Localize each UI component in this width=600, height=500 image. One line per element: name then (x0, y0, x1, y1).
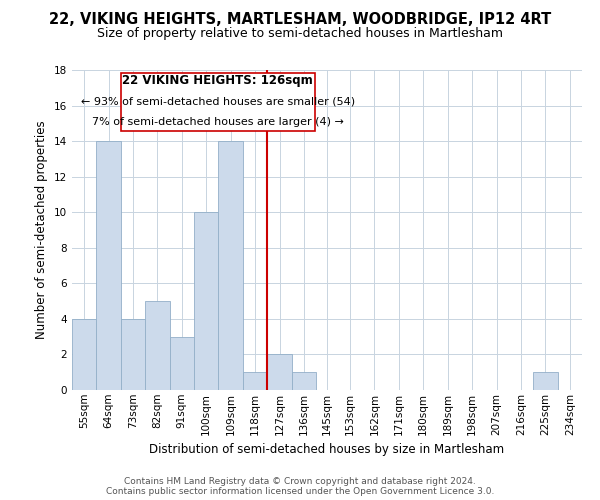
Bar (121, 319, 145, 390)
Bar (533, 372, 557, 390)
Text: 22, VIKING HEIGHTS, MARTLESHAM, WOODBRIDGE, IP12 4RT: 22, VIKING HEIGHTS, MARTLESHAM, WOODBRID… (49, 12, 551, 28)
Text: Size of property relative to semi-detached houses in Martlesham: Size of property relative to semi-detach… (97, 28, 503, 40)
Bar (243, 372, 268, 390)
Bar (218, 141, 243, 390)
Y-axis label: Number of semi-detached properties: Number of semi-detached properties (35, 120, 49, 340)
Bar (97, 141, 121, 390)
Text: ← 93% of semi-detached houses are smaller (54): ← 93% of semi-detached houses are smalle… (81, 97, 355, 107)
FancyBboxPatch shape (121, 72, 315, 132)
Text: 22 VIKING HEIGHTS: 126sqm: 22 VIKING HEIGHTS: 126sqm (122, 74, 313, 87)
X-axis label: Distribution of semi-detached houses by size in Martlesham: Distribution of semi-detached houses by … (149, 443, 505, 456)
Bar (268, 354, 292, 390)
Text: Contains public sector information licensed under the Open Government Licence 3.: Contains public sector information licen… (106, 487, 494, 496)
Bar (292, 372, 316, 390)
Bar (72, 319, 97, 390)
Text: Contains HM Land Registry data © Crown copyright and database right 2024.: Contains HM Land Registry data © Crown c… (124, 477, 476, 486)
Bar (145, 301, 170, 390)
Bar (194, 212, 218, 390)
Bar (170, 336, 194, 390)
Text: 7% of semi-detached houses are larger (4) →: 7% of semi-detached houses are larger (4… (92, 116, 344, 126)
